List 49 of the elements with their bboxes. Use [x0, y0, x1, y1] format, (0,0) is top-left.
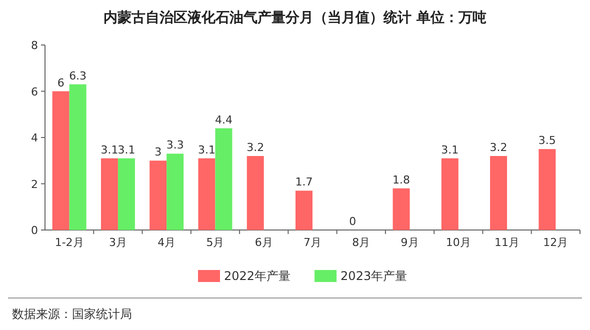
y-tick-label: 0: [31, 224, 38, 237]
x-tick-label: 12月: [543, 236, 568, 249]
bar: [118, 158, 135, 230]
data-label: 1.7: [295, 176, 313, 189]
bar: [198, 158, 216, 230]
y-tick-label: 8: [31, 39, 38, 52]
x-tick-label: 7月: [304, 236, 322, 249]
x-tick-label: 9月: [400, 236, 419, 249]
data-label: 6.3: [69, 69, 87, 82]
x-tick-label: 10月: [446, 236, 471, 249]
x-tick-label: 6月: [254, 236, 273, 249]
bar: [150, 160, 167, 230]
data-label: 3.3: [166, 138, 184, 152]
bar: [246, 156, 264, 230]
data-label: 4.4: [214, 113, 232, 126]
data-label: 0: [349, 215, 356, 228]
bar: [490, 156, 508, 230]
x-tick-label: 8月: [352, 236, 370, 249]
bar: [215, 128, 232, 230]
bar: [392, 188, 410, 230]
legend-label: 2023年产量: [340, 269, 408, 283]
y-tick-label: 4: [31, 132, 38, 144]
data-label: 3.1: [198, 143, 216, 156]
data-label: 1.8: [392, 173, 410, 186]
legend-label: 2022年产量: [224, 269, 291, 283]
data-label: 3.5: [538, 134, 556, 148]
data-label: 3.2: [246, 141, 264, 154]
data-label: 6: [57, 76, 64, 90]
x-tick-label: 1-2月: [54, 236, 84, 249]
data-label: 3.1: [118, 143, 136, 156]
x-tick-label: 3月: [108, 236, 127, 249]
data-label: 3: [154, 146, 162, 159]
data-label: 3.1: [441, 143, 459, 156]
bar: [441, 158, 458, 230]
bar: [52, 91, 70, 230]
y-tick-label: 6: [31, 85, 38, 98]
bar: [296, 190, 312, 230]
bar: [538, 149, 556, 230]
data-label: 3.1: [100, 143, 118, 156]
x-tick-label: 5月: [206, 236, 224, 249]
y-tick-label: 2: [31, 178, 38, 191]
bar: [166, 154, 184, 230]
x-tick-label: 11月: [494, 236, 520, 249]
x-tick-label: 4月: [158, 236, 176, 249]
chart-title: 内蒙古自治区液化石油气产量分月（当月值）统计 单位：万吨: [104, 9, 486, 26]
bar: [100, 158, 118, 230]
source-note: 数据来源：国家统计局: [12, 307, 132, 321]
bar: [69, 84, 86, 230]
data-label: 3.2: [490, 141, 508, 154]
